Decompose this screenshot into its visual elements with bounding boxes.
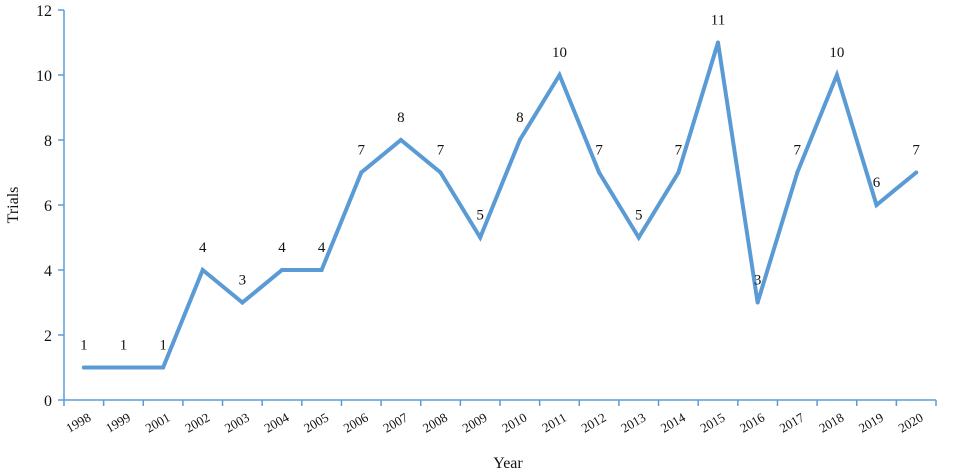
data-point	[438, 170, 443, 175]
data-label: 1	[80, 338, 88, 354]
x-axis-title: Year	[493, 455, 523, 472]
data-label: 5	[476, 208, 484, 224]
x-tick-label: 2012	[579, 410, 609, 436]
x-tick-label: 2014	[658, 409, 688, 435]
x-tick-label: 2010	[499, 410, 529, 436]
y-axis: 0 2 4 6 8 10 12	[36, 3, 65, 410]
data-label: 7	[358, 143, 366, 159]
x-tick-label: 2011	[539, 410, 569, 436]
data-label: 11	[711, 13, 725, 29]
series-line	[83, 41, 918, 370]
x-tick-label: 2004	[261, 409, 291, 435]
x-tick-label: 2007	[380, 409, 410, 435]
data-point	[795, 170, 800, 175]
x-tick-label: 1998	[63, 410, 93, 436]
x-tick-label: 2016	[737, 409, 767, 435]
data-label: 7	[912, 143, 920, 159]
data-point	[834, 73, 839, 77]
data-label: 7	[675, 143, 683, 159]
data-point	[319, 268, 324, 272]
y-tick-label: 0	[44, 393, 52, 410]
data-point	[636, 235, 641, 240]
data-label: 10	[829, 45, 844, 61]
x-tick-label: 2019	[856, 410, 886, 436]
data-point	[359, 170, 364, 175]
data-point	[200, 268, 205, 272]
data-point	[597, 170, 602, 175]
data-label: 3	[239, 273, 247, 289]
data-point	[121, 365, 126, 370]
x-tick-label: 2006	[341, 409, 371, 435]
data-label: 8	[397, 110, 405, 126]
data-label: 4	[199, 240, 207, 256]
y-tick-label: 2	[44, 328, 52, 345]
data-point	[874, 203, 879, 207]
x-tick-label: 2017	[777, 409, 807, 435]
data-label: 1	[120, 338, 128, 354]
data-label: 4	[318, 240, 326, 256]
data-point	[517, 138, 522, 142]
data-label: 5	[635, 208, 643, 224]
x-axis: 1998 1999 2001 2002 2003 2004 2005 2006 2007 2008…	[63, 399, 937, 436]
data-point	[280, 268, 284, 272]
data-label: 4	[278, 240, 286, 256]
x-tick-label: 2013	[618, 410, 648, 436]
series	[81, 40, 919, 370]
x-tick-label: 2020	[896, 410, 926, 436]
x-tick-label: 1999	[103, 410, 133, 436]
data-point	[240, 300, 245, 305]
data-label: 8	[516, 110, 524, 126]
data-label: 7	[794, 143, 802, 159]
data-point	[81, 365, 86, 370]
data-point	[914, 170, 919, 175]
y-tick-label: 6	[44, 198, 52, 215]
x-tick-label: 2003	[222, 410, 252, 436]
y-axis-title: Trials	[5, 187, 22, 224]
data-point	[398, 138, 403, 142]
data-point	[676, 170, 681, 175]
x-tick-label: 2009	[460, 410, 490, 436]
data-label: 3	[754, 273, 762, 289]
data-label: 6	[873, 175, 881, 191]
data-point	[557, 73, 562, 77]
y-tick-label: 10	[36, 68, 52, 85]
y-tick-label: 8	[44, 133, 52, 150]
x-tick-label: 2001	[143, 410, 173, 436]
data-point	[716, 40, 720, 45]
data-point	[755, 300, 760, 305]
x-tick-label: 2005	[301, 410, 331, 436]
x-tick-label: 2008	[420, 410, 450, 436]
y-tick-label: 12	[36, 3, 52, 20]
x-tick-label: 2015	[697, 410, 727, 436]
x-tick-label: 2018	[816, 410, 846, 436]
data-label: 1	[159, 338, 167, 354]
y-tick-label: 4	[44, 263, 52, 280]
data-label: 10	[552, 45, 567, 61]
data-label: 7	[595, 143, 603, 159]
data-label: 7	[437, 143, 445, 159]
x-tick-label: 2002	[182, 410, 212, 436]
data-point	[161, 365, 166, 370]
data-point	[478, 235, 483, 240]
